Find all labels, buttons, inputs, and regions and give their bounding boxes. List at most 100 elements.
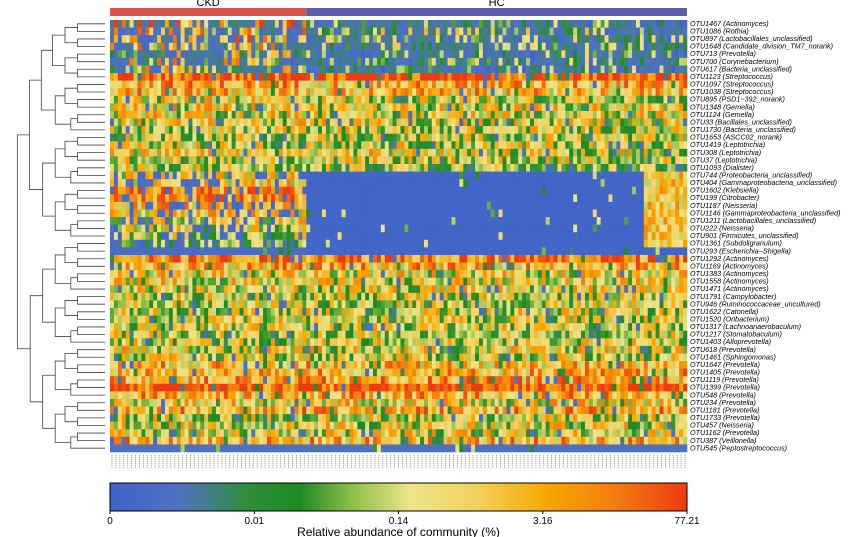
heatmap-cell bbox=[486, 247, 492, 256]
heatmap-cell bbox=[176, 118, 181, 127]
heatmap-cell bbox=[235, 239, 240, 248]
heatmap-cell bbox=[223, 254, 229, 263]
heatmap-cell bbox=[333, 88, 338, 97]
heatmap-cell bbox=[239, 88, 244, 97]
heatmap-cell bbox=[416, 42, 421, 51]
heatmap-cell bbox=[161, 217, 166, 225]
heatmap-cell bbox=[149, 201, 154, 210]
heatmap-cell bbox=[408, 186, 413, 195]
heatmap-cell bbox=[318, 217, 323, 225]
heatmap-cell bbox=[541, 65, 546, 74]
heatmap-cell bbox=[478, 186, 484, 195]
heatmap-cell bbox=[259, 232, 264, 241]
heatmap-cell bbox=[502, 27, 507, 36]
heatmap-cell bbox=[176, 27, 181, 36]
heatmap-cell bbox=[161, 201, 166, 210]
heatmap-cell bbox=[533, 217, 539, 225]
heatmap-cell bbox=[420, 50, 425, 59]
heatmap-cell bbox=[392, 50, 397, 59]
heatmap-cell bbox=[365, 224, 370, 233]
heatmap-cell bbox=[412, 118, 417, 127]
heatmap-cell bbox=[581, 247, 586, 256]
heatmap-cell bbox=[372, 254, 378, 263]
heatmap-cell bbox=[482, 88, 488, 97]
heatmap-cell bbox=[486, 156, 492, 165]
heatmap-cell bbox=[380, 254, 386, 263]
heatmap-cell bbox=[412, 50, 417, 59]
heatmap-cell bbox=[113, 232, 119, 241]
heatmap-cell bbox=[353, 270, 358, 278]
heatmap-cell bbox=[357, 35, 362, 44]
heatmap-cell bbox=[655, 254, 660, 263]
heatmap-cell bbox=[125, 262, 130, 271]
heatmap-cell bbox=[612, 65, 617, 74]
heatmap-cell bbox=[196, 179, 201, 188]
heatmap-cell bbox=[298, 42, 303, 51]
heatmap-cell bbox=[180, 133, 185, 142]
heatmap-cell bbox=[251, 88, 256, 97]
heatmap-cell bbox=[259, 42, 264, 51]
heatmap-cell bbox=[337, 103, 342, 112]
heatmap-cell bbox=[451, 148, 456, 157]
heatmap-cell bbox=[215, 232, 221, 241]
heatmap-cell bbox=[329, 239, 335, 248]
heatmap-cell bbox=[679, 239, 684, 248]
heatmap-cell bbox=[608, 194, 613, 203]
heatmap-cell bbox=[396, 217, 401, 225]
heatmap-cell bbox=[659, 118, 664, 127]
heatmap-cell bbox=[149, 35, 154, 44]
heatmap-cell bbox=[329, 42, 335, 51]
heatmap-cell bbox=[341, 148, 346, 157]
heatmap-cell bbox=[200, 270, 205, 278]
heatmap-cell bbox=[353, 179, 358, 188]
heatmap-cell bbox=[153, 209, 158, 218]
heatmap-cell bbox=[243, 164, 248, 172]
heatmap-cell bbox=[459, 141, 464, 150]
heatmap-cell bbox=[117, 156, 123, 165]
heatmap-cell bbox=[632, 88, 637, 97]
heatmap-cell bbox=[584, 126, 590, 134]
heatmap-cell bbox=[251, 27, 256, 36]
heatmap-cell bbox=[384, 50, 389, 59]
heatmap-cell bbox=[353, 217, 358, 225]
heatmap-cell bbox=[247, 110, 252, 119]
heatmap-cell bbox=[239, 217, 244, 225]
heatmap-cell bbox=[671, 171, 676, 180]
heatmap-cell bbox=[624, 247, 629, 256]
heatmap-cell bbox=[647, 171, 652, 180]
heatmap-cell bbox=[400, 27, 405, 36]
heatmap-cell bbox=[447, 73, 452, 81]
heatmap-cell bbox=[376, 156, 382, 165]
heatmap-cell bbox=[153, 80, 158, 89]
heatmap-cell bbox=[443, 50, 448, 59]
heatmap-cell bbox=[113, 262, 119, 271]
heatmap-cell bbox=[212, 103, 217, 112]
heatmap-cell bbox=[294, 35, 299, 44]
heatmap-cell bbox=[573, 156, 578, 165]
heatmap-cell bbox=[475, 209, 480, 218]
heatmap-cell bbox=[679, 35, 684, 44]
heatmap-cell bbox=[663, 133, 668, 142]
heatmap-cell bbox=[329, 224, 335, 233]
heatmap-cell bbox=[443, 118, 448, 127]
heatmap-cell bbox=[259, 95, 264, 104]
heatmap-cell bbox=[188, 103, 193, 112]
heatmap-cell bbox=[263, 141, 268, 150]
heatmap-cell bbox=[321, 179, 327, 188]
heatmap-cell bbox=[141, 88, 146, 97]
heatmap-cell bbox=[537, 126, 543, 134]
heatmap-cell bbox=[184, 262, 189, 271]
heatmap-cell bbox=[581, 80, 586, 89]
heatmap-cell bbox=[478, 126, 484, 134]
heatmap-cell bbox=[451, 179, 456, 188]
heatmap-cell bbox=[345, 232, 350, 241]
heatmap-cell bbox=[157, 65, 162, 74]
heatmap-cell bbox=[518, 164, 523, 172]
heatmap-cell bbox=[533, 201, 539, 210]
heatmap-cell bbox=[514, 247, 519, 256]
heatmap-cell bbox=[467, 103, 472, 112]
heatmap-cell bbox=[208, 186, 213, 195]
heatmap-cell bbox=[110, 57, 115, 66]
heatmap-cell bbox=[459, 217, 464, 225]
heatmap-cell bbox=[215, 247, 221, 256]
